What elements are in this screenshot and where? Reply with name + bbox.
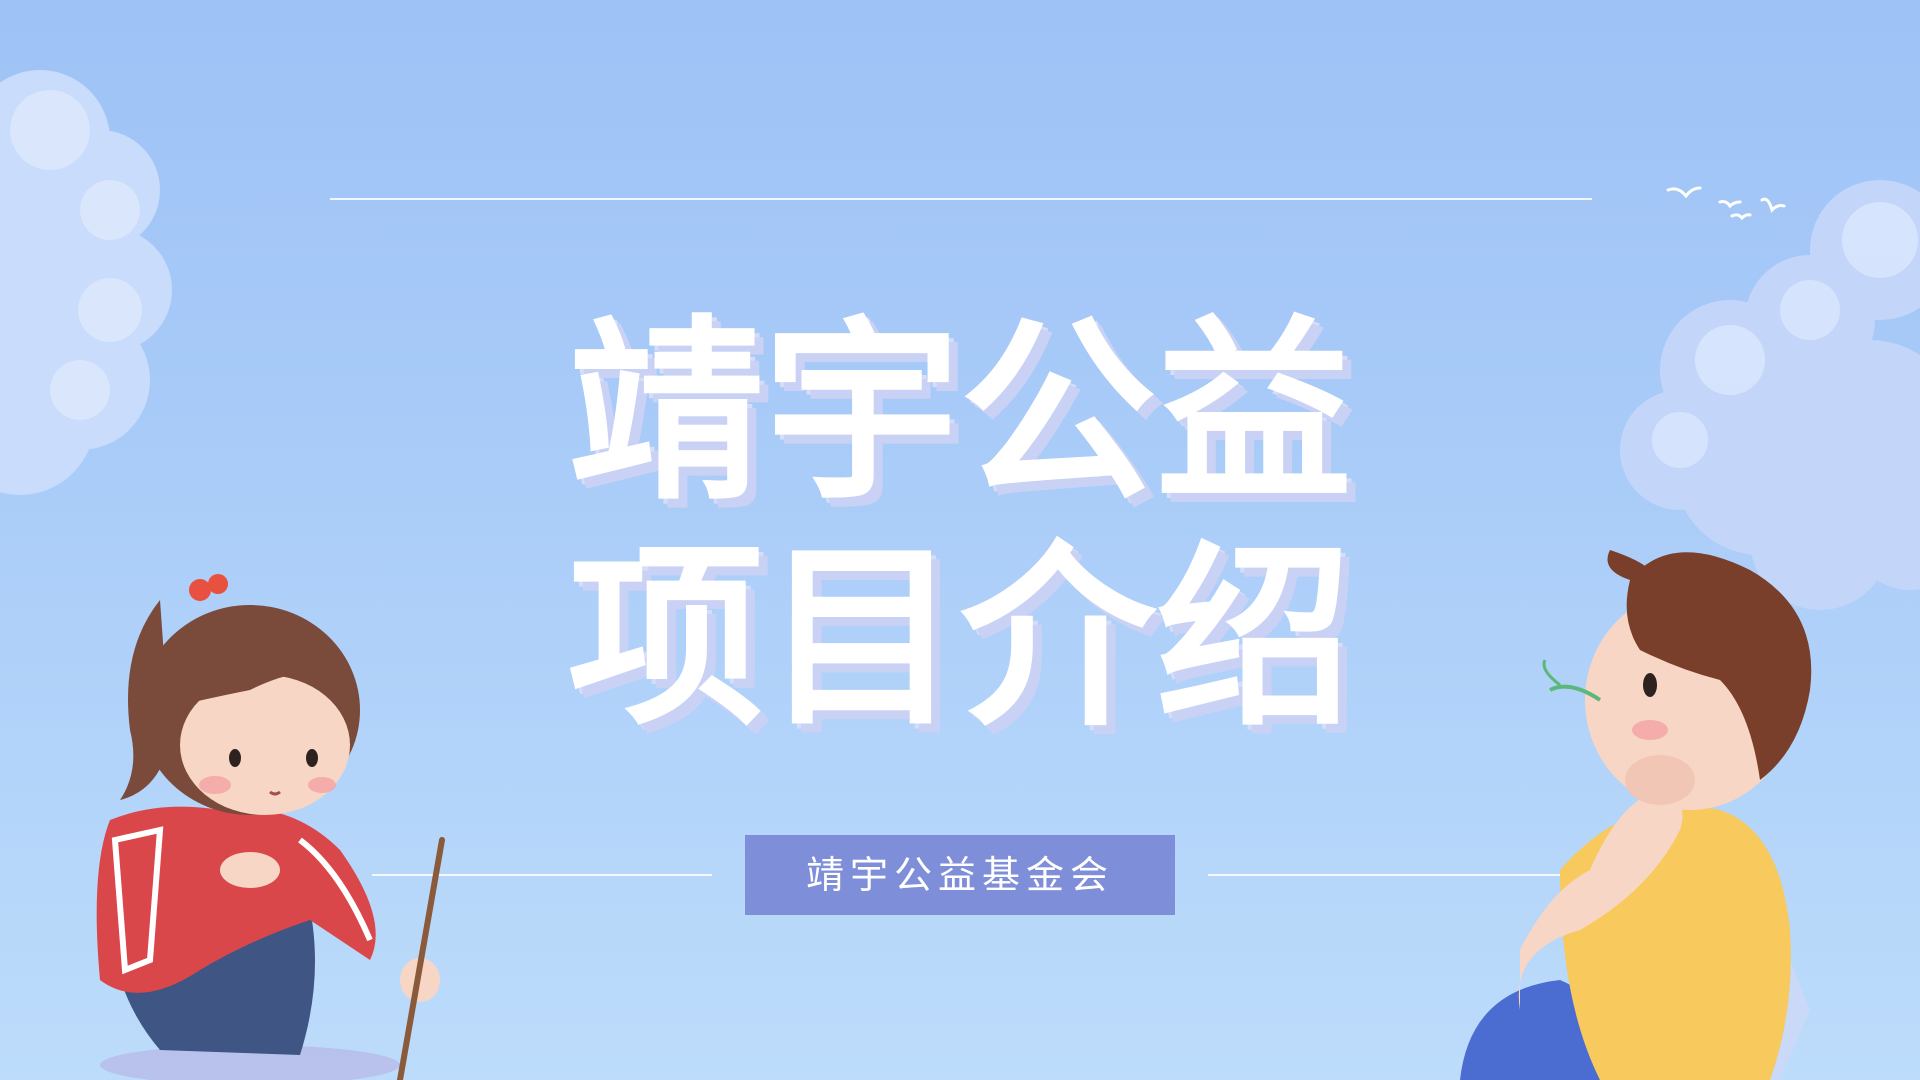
slide-title: 靖宇公益 项目介绍 xyxy=(560,300,1360,752)
title-line-1: 靖宇公益 xyxy=(567,299,1352,527)
bottom-left-divider-line xyxy=(372,874,712,876)
bottom-right-divider-line xyxy=(1208,874,1590,876)
top-divider-line xyxy=(330,198,1592,200)
girl-crouching-illustration xyxy=(96,574,445,1080)
title-line-2: 项目介绍 xyxy=(567,525,1352,753)
organization-badge: 靖宇公益基金会 xyxy=(745,835,1175,915)
birds-illustration xyxy=(1666,186,1786,221)
right-cloud-illustration xyxy=(1620,180,1920,610)
boy-sitting-illustration xyxy=(1460,550,1812,1080)
left-cloud-illustration xyxy=(0,70,172,495)
